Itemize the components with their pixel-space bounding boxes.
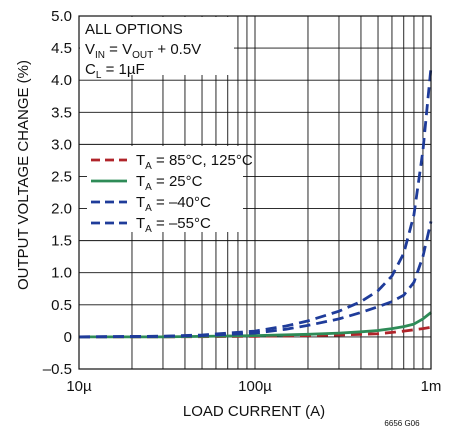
x-axis-label: LOAD CURRENT (A) bbox=[183, 403, 325, 420]
y-tick-label: 2.5 bbox=[51, 168, 72, 185]
y-tick-label: 4.5 bbox=[51, 40, 72, 57]
figure-id: 6656 G06 bbox=[384, 419, 420, 428]
x-tick-label: 1m bbox=[421, 378, 442, 395]
y-tick-label: 1.5 bbox=[51, 233, 72, 250]
y-tick-label: 5.0 bbox=[51, 8, 72, 25]
y-tick-label: 1.0 bbox=[51, 265, 72, 282]
series-line-4 bbox=[78, 67, 433, 339]
legend-label-4: TA = –55°C bbox=[136, 215, 211, 235]
y-tick-label: 0 bbox=[64, 329, 72, 346]
legend: TA = 85°C, 125°CTA = 25°CTA = –40°CTA = … bbox=[87, 146, 253, 235]
annotation-text: VIN = VOUT + 0.5V bbox=[85, 41, 201, 61]
x-tick-label: 100µ bbox=[238, 378, 272, 395]
series-line-2 bbox=[79, 311, 432, 339]
annotation-background bbox=[80, 17, 234, 75]
y-tick-label: 3.5 bbox=[51, 104, 72, 121]
y-axis-label: OUTPUT VOLTAGE CHANGE (%) bbox=[15, 60, 32, 290]
annotation-text: CL = 1µF bbox=[85, 61, 145, 81]
y-tick-label: 0.5 bbox=[51, 297, 72, 314]
legend-label-3: TA = –40°C bbox=[136, 194, 211, 214]
annotation-text: ALL OPTIONS bbox=[85, 21, 183, 38]
series-lines bbox=[78, 67, 433, 339]
y-tick-label: 3.0 bbox=[51, 136, 72, 153]
legend-label-2: TA = 25°C bbox=[136, 173, 203, 193]
tick-labels: –0.5 0 0.5 1.0 1.5 2.0 2.5 3.0 3.5 4.0 4.5 5.0 10µ 10… bbox=[43, 8, 442, 395]
y-tick-label: 4.0 bbox=[51, 72, 72, 89]
y-tick-label: 2.0 bbox=[51, 201, 72, 218]
legend-label-1: TA = 85°C, 125°C bbox=[136, 152, 253, 172]
y-tick-label: –0.5 bbox=[43, 361, 72, 378]
plot-frame bbox=[78, 15, 432, 370]
series-line-3 bbox=[78, 221, 433, 339]
x-tick-label: 10µ bbox=[66, 378, 92, 395]
